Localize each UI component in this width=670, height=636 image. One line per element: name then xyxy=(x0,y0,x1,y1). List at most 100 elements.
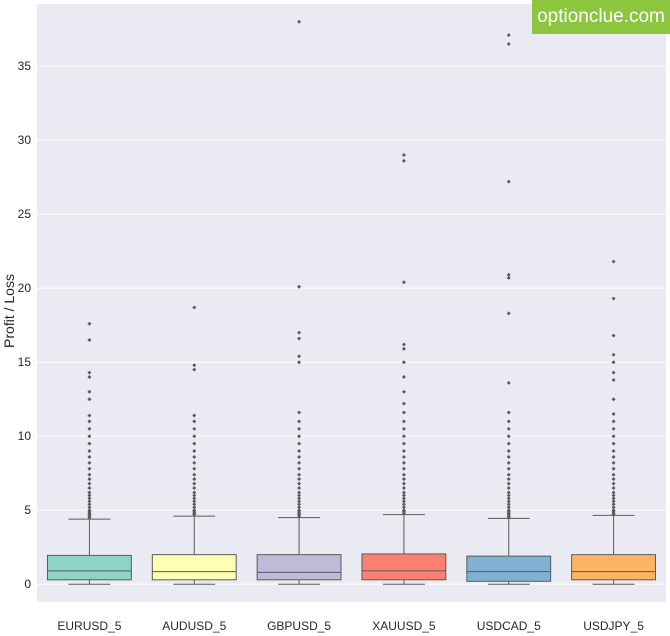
outlier-point xyxy=(297,472,302,477)
x-tick-label: USDCAD_5 xyxy=(477,619,541,633)
outlier-point xyxy=(87,434,92,439)
box xyxy=(46,554,132,581)
outlier-point xyxy=(297,477,302,482)
outlier-point xyxy=(87,449,92,453)
outlier-point xyxy=(401,410,406,415)
x-tick-label: EURUSD_5 xyxy=(57,619,121,633)
outlier-point xyxy=(87,505,92,510)
outlier-point xyxy=(87,441,92,446)
outlier-point xyxy=(192,460,197,465)
outlier-point xyxy=(87,490,92,495)
outlier-point xyxy=(87,370,92,375)
outlier-point xyxy=(506,434,511,439)
outlier-point xyxy=(297,508,302,513)
outlier-point xyxy=(192,449,197,453)
y-tick-label: 10 xyxy=(18,429,32,443)
outlier-point xyxy=(297,493,302,498)
outlier-point xyxy=(87,426,92,431)
outlier-point xyxy=(192,490,197,495)
y-tick-label: 5 xyxy=(24,503,31,517)
outlier-point xyxy=(297,441,302,446)
outlier-point xyxy=(192,496,197,501)
outlier-point xyxy=(192,413,197,418)
y-tick-label: 20 xyxy=(18,281,32,295)
outlier-point xyxy=(87,419,92,424)
outlier-point xyxy=(192,367,197,372)
outlier-point xyxy=(192,477,197,482)
y-tick-labels: 0 5 10 15 20 25 30 35 xyxy=(18,59,32,591)
outlier-point xyxy=(192,499,197,504)
outlier-point xyxy=(192,454,197,459)
outlier-point xyxy=(192,472,197,477)
y-tick-label: 30 xyxy=(18,133,32,147)
x-tick-label: GBPUSD_5 xyxy=(267,619,331,633)
outlier-point xyxy=(87,460,92,465)
outlier-point xyxy=(87,493,92,498)
box xyxy=(361,553,447,581)
outlier-point xyxy=(87,413,92,418)
outlier-point xyxy=(87,397,92,402)
outlier-point xyxy=(401,434,406,439)
outlier-point xyxy=(87,496,92,501)
outlier-point xyxy=(87,472,92,477)
outlier-point xyxy=(87,321,92,326)
box xyxy=(151,554,237,581)
outlier-point xyxy=(297,360,302,365)
y-tick-label: 0 xyxy=(24,577,31,591)
outlier-point xyxy=(506,410,511,415)
x-tick-label: USDJPY_5 xyxy=(583,619,644,633)
plot-area xyxy=(37,4,666,602)
box xyxy=(256,554,342,581)
x-tick-labels: EURUSD_5 AUDUSD_5 GBPUSD_5 XAUUSD_5 USDCAD_5… xyxy=(57,619,644,633)
outlier-point xyxy=(297,460,302,465)
y-tick-label: 25 xyxy=(18,207,32,221)
x-tick-label: AUDUSD_5 xyxy=(162,619,226,633)
y-axis-title: Profit / Loss xyxy=(1,274,17,348)
outlier-point xyxy=(401,502,406,507)
outlier-point xyxy=(192,502,197,507)
box xyxy=(571,554,657,581)
outlier-point xyxy=(87,477,92,482)
box xyxy=(466,555,552,582)
outlier-point xyxy=(192,441,197,446)
y-tick-label: 15 xyxy=(18,355,32,369)
outlier-point xyxy=(297,496,302,501)
outlier-point xyxy=(506,502,511,507)
outlier-point xyxy=(192,505,197,510)
outlier-point xyxy=(192,508,197,513)
outlier-point xyxy=(297,481,302,486)
outlier-point xyxy=(297,449,302,453)
outlier-point xyxy=(192,305,197,310)
outlier-point xyxy=(297,336,302,341)
gridlines xyxy=(37,65,666,585)
outlier-point xyxy=(297,499,302,504)
outlier-point xyxy=(192,493,197,498)
outlier-point xyxy=(87,499,92,504)
outlier-point xyxy=(192,363,197,368)
outlier-point xyxy=(297,19,302,24)
outlier-point xyxy=(192,426,197,431)
outlier-point xyxy=(192,481,197,486)
outlier-point xyxy=(297,426,302,431)
outlier-point xyxy=(87,454,92,459)
outlier-point xyxy=(297,490,302,495)
outlier-point xyxy=(192,434,197,439)
outlier-point xyxy=(506,272,511,277)
outlier-point xyxy=(87,375,92,379)
outlier-point xyxy=(297,454,302,459)
box-series xyxy=(46,19,657,585)
outlier-point xyxy=(87,466,92,471)
outlier-point xyxy=(87,481,92,486)
outlier-point xyxy=(87,338,92,342)
outlier-point xyxy=(297,486,302,491)
y-tick-label: 35 xyxy=(18,59,32,73)
x-tick-label: XAUUSD_5 xyxy=(372,619,436,633)
outlier-point xyxy=(87,486,92,491)
outlier-point xyxy=(297,419,302,424)
outlier-point xyxy=(87,502,92,507)
outlier-point xyxy=(506,179,511,184)
outlier-point xyxy=(297,466,302,471)
outlier-point xyxy=(192,466,197,471)
outlier-point xyxy=(192,486,197,491)
outlier-point xyxy=(87,508,92,513)
